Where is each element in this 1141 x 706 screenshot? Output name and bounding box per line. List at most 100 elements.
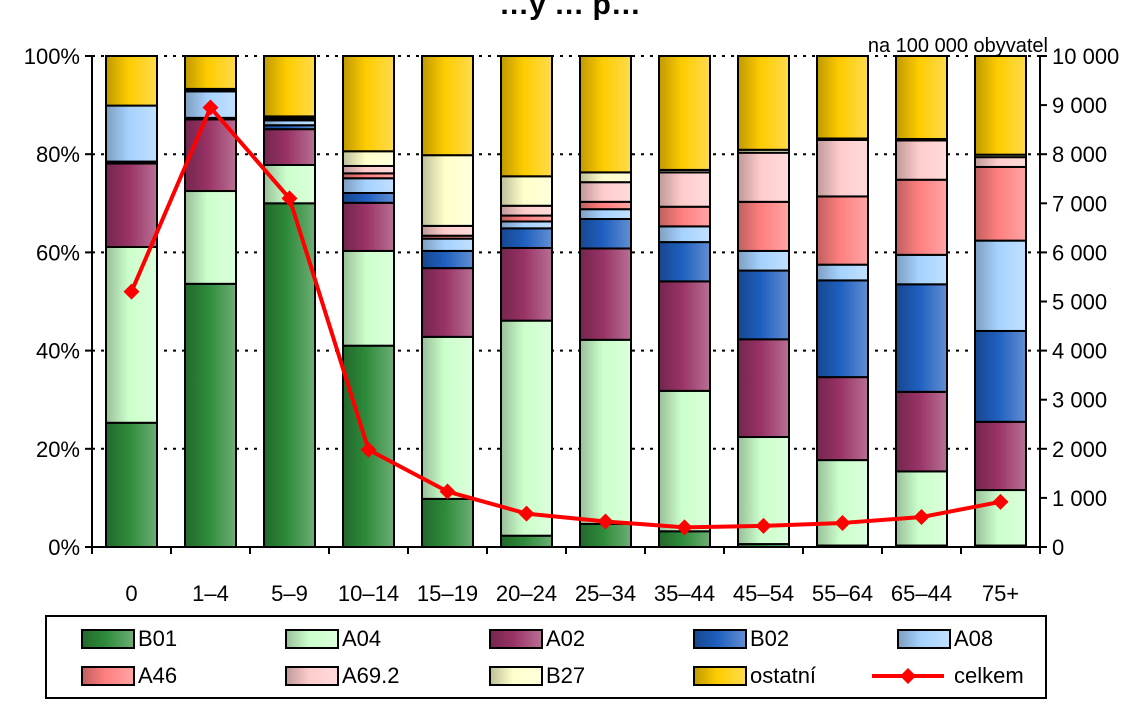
x-tick-label: 20–24 bbox=[496, 581, 557, 606]
bar-segment-A08 bbox=[816, 263, 869, 282]
left-tick-label: 20% bbox=[36, 437, 80, 462]
legend-label: A46 bbox=[138, 663, 177, 688]
bar-segment-B02 bbox=[737, 269, 790, 341]
celkem-point bbox=[992, 493, 1009, 510]
legend-swatch-ostatní bbox=[693, 666, 747, 686]
celkem-polyline bbox=[129, 105, 1001, 530]
celkem-point bbox=[123, 283, 140, 300]
bar-segment-ostatní bbox=[184, 55, 237, 90]
right-tick-label: 4 000 bbox=[1052, 339, 1107, 364]
right-tick-label: 7 000 bbox=[1052, 191, 1107, 216]
chart-title: …y … p… bbox=[499, 0, 641, 21]
legend-marker-celkem bbox=[900, 668, 916, 684]
bar-segment-B27 bbox=[342, 150, 395, 167]
bar-segment-A04 bbox=[421, 335, 474, 500]
bar-segment-A02 bbox=[105, 162, 158, 248]
x-tick-label: 55–64 bbox=[812, 581, 873, 606]
celkem-point bbox=[597, 513, 614, 530]
celkem-point bbox=[834, 514, 851, 531]
x-tick-label: 65–44 bbox=[891, 581, 952, 606]
bar-segment-A04 bbox=[895, 470, 948, 547]
right-tick-label: 5 000 bbox=[1052, 290, 1107, 315]
bar-segment-A46 bbox=[658, 205, 711, 228]
celkem-point bbox=[913, 509, 930, 526]
legend-swatch-B01 bbox=[81, 629, 135, 649]
right-tick-label: 0 bbox=[1052, 535, 1064, 560]
bar-segment-B02 bbox=[579, 218, 632, 250]
legend-label: celkem bbox=[954, 663, 1024, 688]
legend-swatch-A04 bbox=[285, 629, 339, 649]
legend-box bbox=[45, 615, 1047, 699]
bar-segment-A04 bbox=[500, 319, 553, 537]
x-tick-label: 35–44 bbox=[654, 581, 715, 606]
bar-segment-ostatní bbox=[421, 55, 474, 157]
bar-segment-A69.2 bbox=[500, 204, 553, 217]
bar-segment-A08 bbox=[895, 253, 948, 286]
legend-label: ostatní bbox=[750, 663, 816, 688]
bar-segment-B01 bbox=[421, 497, 474, 548]
bar-segment-B02 bbox=[500, 227, 553, 249]
legend-swatch-B02 bbox=[693, 629, 747, 649]
bar-segment-A04 bbox=[658, 389, 711, 533]
bar-segment-A02 bbox=[421, 267, 474, 338]
bar-segment-ostatní bbox=[500, 55, 553, 178]
bar-segment-B01 bbox=[184, 282, 237, 548]
bar-segment-A02 bbox=[816, 376, 869, 462]
celkem-point bbox=[360, 441, 377, 458]
bar-segment-A69.2 bbox=[816, 138, 869, 198]
right-tick-label: 3 000 bbox=[1052, 388, 1107, 413]
legend-label: A69.2 bbox=[342, 663, 400, 688]
bar-segment-A08 bbox=[105, 104, 158, 163]
bar-segment-A04 bbox=[184, 190, 237, 285]
bar-segment-A02 bbox=[263, 128, 316, 167]
legend-label: B02 bbox=[750, 626, 789, 651]
bar-segment-ostatní bbox=[263, 55, 316, 118]
left-tick-label: 100% bbox=[24, 44, 80, 69]
celkem-line bbox=[123, 99, 1009, 536]
celkem-point bbox=[439, 483, 456, 500]
bar-segment-A02 bbox=[974, 420, 1027, 492]
legend-label: A04 bbox=[342, 626, 381, 651]
bar-segment-A04 bbox=[816, 459, 869, 547]
bar-segment-A69.2 bbox=[895, 139, 948, 181]
x-tick-label: 15–19 bbox=[417, 581, 478, 606]
celkem-point bbox=[676, 519, 693, 536]
legend-swatch-A46 bbox=[81, 666, 135, 686]
bar-segment-A69.2 bbox=[342, 164, 395, 175]
bar-segment-A08 bbox=[658, 225, 711, 244]
bar-segment-B02 bbox=[658, 241, 711, 283]
bar-segment-B27 bbox=[421, 154, 474, 227]
legend-label: A02 bbox=[546, 626, 585, 651]
bar-segment-A04 bbox=[105, 245, 158, 424]
bar-segment-A02 bbox=[579, 247, 632, 341]
bar-segment-A02 bbox=[737, 338, 790, 439]
bars bbox=[105, 55, 1027, 549]
celkem-point bbox=[518, 505, 535, 522]
legend-swatch-B27 bbox=[489, 666, 543, 686]
x-tick-label: 10–14 bbox=[338, 581, 399, 606]
bar-segment-B02 bbox=[816, 279, 869, 379]
x-tick-label: 45–54 bbox=[733, 581, 794, 606]
legend-swatch-A02 bbox=[489, 629, 543, 649]
bar-segment-B02 bbox=[895, 283, 948, 393]
celkem-point bbox=[281, 190, 298, 207]
bar-segment-A46 bbox=[737, 200, 790, 252]
bar-segment-A08 bbox=[500, 220, 553, 230]
bar-segment-A69.2 bbox=[421, 224, 474, 237]
bar-segment-ostatní bbox=[342, 55, 395, 153]
left-tick-label: 60% bbox=[36, 240, 80, 265]
bar-segment-B01 bbox=[500, 534, 553, 548]
left-tick-label: 80% bbox=[36, 142, 80, 167]
x-tick-label: 1–4 bbox=[192, 581, 229, 606]
bar-segment-ostatní bbox=[105, 55, 158, 107]
bar-segment-A69.2 bbox=[737, 151, 790, 203]
bar-segment-A08 bbox=[579, 208, 632, 221]
bar-segment-B27 bbox=[579, 171, 632, 184]
bar-segment-A02 bbox=[500, 246, 553, 322]
x-tick-label: 75+ bbox=[982, 581, 1019, 606]
bar-segment-ostatní bbox=[579, 55, 632, 174]
bar-segment-A46 bbox=[816, 195, 869, 266]
bar-segment-ostatní bbox=[974, 55, 1027, 156]
bar-segment-A08 bbox=[737, 249, 790, 272]
